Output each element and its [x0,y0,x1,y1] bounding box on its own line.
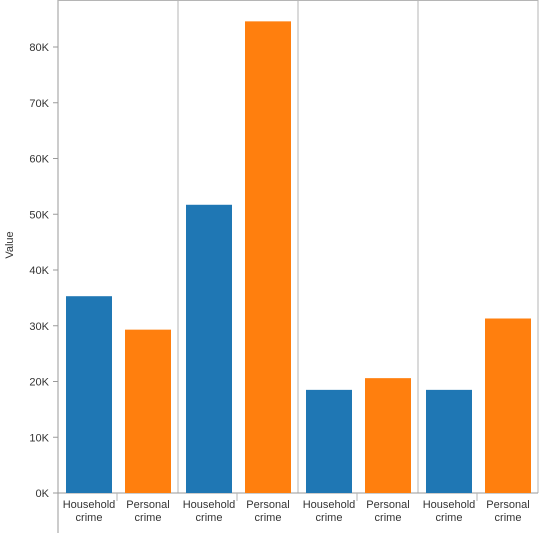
bar-household-panel-1 [66,296,112,493]
x-category-label: Personal crime [246,499,289,524]
y-axis: 0K 10K 20K 30K 40K 50K 60K 70K 80K [29,42,58,500]
y-tick-label: 60K [29,154,49,166]
y-tick-label: 80K [29,42,49,54]
bar-household-panel-3 [306,389,352,493]
y-tick-label: 50K [29,209,49,221]
y-tick-label: 0K [36,488,50,500]
y-tick-label: 10K [29,432,49,444]
x-category-label: Household crime [423,499,476,524]
x-category-label: Personal crime [486,499,529,524]
bar-personal-panel-3 [365,378,411,493]
x-category-label: Household crime [63,499,116,524]
x-category-label: Personal crime [126,499,169,524]
bars [66,21,531,493]
x-category-label: Personal crime [366,499,409,524]
bar-personal-panel-4 [485,318,531,493]
y-axis-title: Value [4,231,16,258]
y-tick-label: 40K [29,265,49,277]
bar-personal-panel-2 [245,21,291,493]
bar-household-panel-4 [426,389,472,493]
x-category-label: Household crime [303,499,356,524]
x-category-label: Household crime [183,499,236,524]
y-tick-label: 20K [29,377,49,389]
bar-personal-panel-1 [125,329,171,493]
y-tick-label: 30K [29,321,49,333]
x-axis: Household crime Personal crime Household crim… [63,493,530,524]
bar-household-panel-2 [186,204,232,493]
y-tick-label: 70K [29,98,49,110]
